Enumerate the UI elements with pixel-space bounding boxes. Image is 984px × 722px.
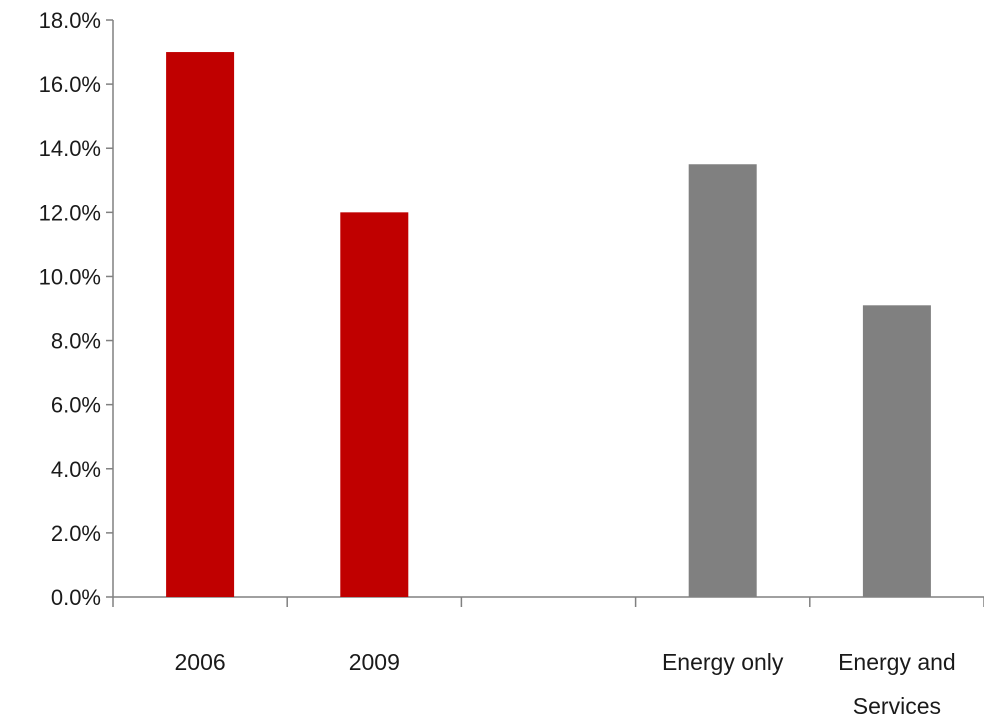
y-tick-label: 10.0% bbox=[39, 264, 101, 289]
y-tick-label: 14.0% bbox=[39, 136, 101, 161]
y-tick-label: 16.0% bbox=[39, 72, 101, 97]
axes bbox=[106, 19, 984, 607]
x-category-label: 2009 bbox=[349, 649, 400, 675]
bar bbox=[340, 212, 409, 598]
y-tick-label: 12.0% bbox=[39, 200, 101, 225]
x-category-label: Energy and bbox=[838, 649, 956, 675]
x-category-label: Energy only bbox=[662, 649, 784, 675]
bar bbox=[862, 305, 931, 597]
bars bbox=[166, 52, 931, 598]
y-tick-label: 18.0% bbox=[39, 8, 101, 33]
y-tick-label: 2.0% bbox=[51, 521, 101, 546]
y-tick-label: 0.0% bbox=[51, 585, 101, 610]
x-category-label: Services bbox=[853, 693, 941, 719]
y-tick-label: 8.0% bbox=[51, 329, 101, 354]
y-tick-label: 4.0% bbox=[51, 457, 101, 482]
labels: 0.0% 2.0% 4.0% 6.0% 8.0% 10.0% 12.0% 14.0% 16.0%… bbox=[39, 8, 956, 719]
bar bbox=[688, 164, 757, 597]
bar bbox=[166, 52, 235, 598]
y-tick-label: 6.0% bbox=[51, 393, 101, 418]
x-category-label: 2006 bbox=[175, 649, 226, 675]
